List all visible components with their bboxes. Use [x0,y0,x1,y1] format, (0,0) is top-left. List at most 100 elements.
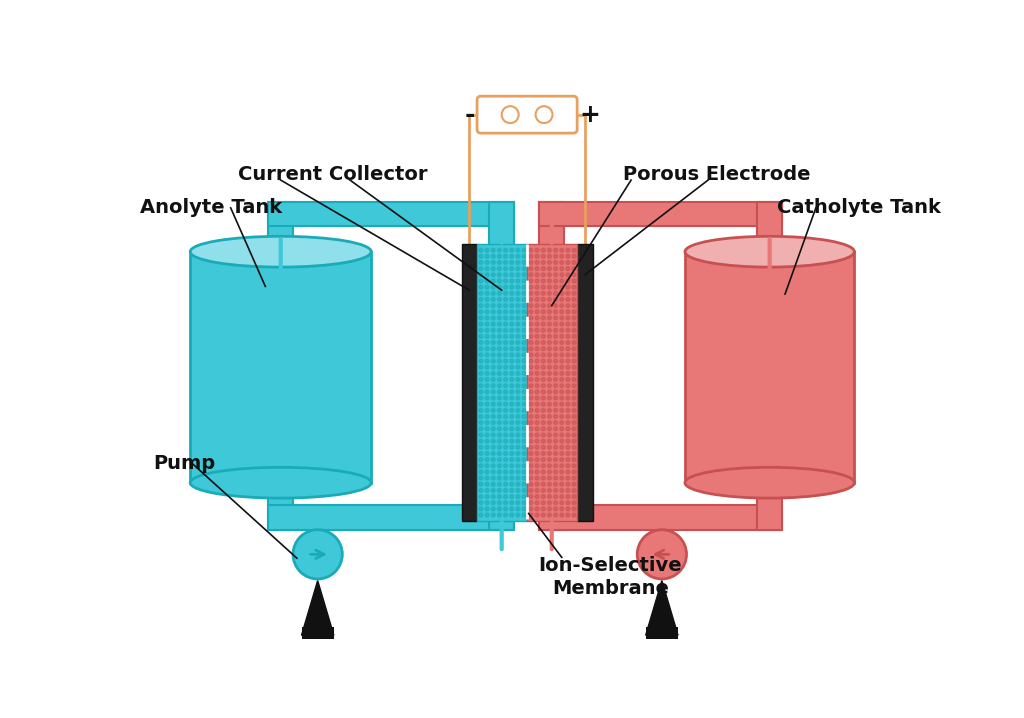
Circle shape [485,457,489,462]
Circle shape [504,248,508,252]
Circle shape [492,390,496,393]
Circle shape [542,470,545,474]
Circle shape [479,433,483,437]
Circle shape [510,457,514,462]
Circle shape [542,279,545,283]
Circle shape [529,347,532,350]
Circle shape [479,390,483,393]
Circle shape [536,285,539,289]
Circle shape [548,488,551,493]
Circle shape [566,335,569,338]
Circle shape [572,359,577,363]
Circle shape [485,335,489,338]
Circle shape [536,470,539,474]
Circle shape [529,433,532,437]
Circle shape [510,297,514,302]
Circle shape [566,365,569,369]
Circle shape [504,513,508,517]
Circle shape [485,421,489,424]
Circle shape [572,414,577,419]
Circle shape [554,322,557,326]
Circle shape [522,316,526,320]
Circle shape [529,310,532,314]
Circle shape [522,433,526,437]
Circle shape [522,266,526,271]
Circle shape [548,248,551,252]
Circle shape [554,439,557,443]
Circle shape [572,383,577,388]
Circle shape [572,347,577,350]
Circle shape [498,414,502,419]
Circle shape [542,414,545,419]
Circle shape [566,297,569,302]
Circle shape [542,322,545,326]
Circle shape [510,445,514,449]
Circle shape [516,335,520,338]
Circle shape [566,452,569,455]
Circle shape [510,266,514,271]
Circle shape [522,402,526,406]
Circle shape [554,421,557,424]
Circle shape [479,495,483,498]
Circle shape [542,476,545,480]
Circle shape [548,513,551,517]
Circle shape [479,513,483,517]
Circle shape [542,445,545,449]
Circle shape [479,347,483,350]
Circle shape [510,365,514,369]
Circle shape [510,421,514,424]
Circle shape [566,421,569,424]
Circle shape [498,378,502,381]
Circle shape [566,266,569,271]
Circle shape [566,470,569,474]
Circle shape [529,427,532,431]
Circle shape [504,439,508,443]
Circle shape [479,427,483,431]
Circle shape [502,106,518,123]
Circle shape [529,470,532,474]
Circle shape [492,365,496,369]
Circle shape [510,414,514,419]
Circle shape [548,390,551,393]
Circle shape [548,254,551,258]
Circle shape [479,421,483,424]
Circle shape [572,396,577,400]
Circle shape [510,273,514,276]
Circle shape [566,254,569,258]
Circle shape [498,310,502,314]
Circle shape [529,266,532,271]
Circle shape [560,513,563,517]
Circle shape [560,297,563,302]
Circle shape [542,433,545,437]
Circle shape [516,279,520,283]
Circle shape [510,378,514,381]
Circle shape [542,488,545,493]
Circle shape [510,335,514,338]
Circle shape [498,457,502,462]
Circle shape [542,439,545,443]
Circle shape [492,409,496,412]
Circle shape [572,427,577,431]
Circle shape [542,464,545,467]
Circle shape [498,396,502,400]
Circle shape [504,409,508,412]
Circle shape [542,261,545,264]
Circle shape [572,488,577,493]
Circle shape [504,316,508,320]
Circle shape [529,335,532,338]
Circle shape [516,365,520,369]
Circle shape [572,409,577,412]
Circle shape [554,365,557,369]
Circle shape [485,285,489,289]
Circle shape [522,347,526,350]
Circle shape [566,396,569,400]
Circle shape [566,476,569,480]
Circle shape [554,482,557,486]
Circle shape [560,439,563,443]
Circle shape [548,414,551,419]
Circle shape [504,328,508,332]
Circle shape [522,328,526,332]
Circle shape [548,495,551,498]
Circle shape [572,322,577,326]
Circle shape [542,254,545,258]
